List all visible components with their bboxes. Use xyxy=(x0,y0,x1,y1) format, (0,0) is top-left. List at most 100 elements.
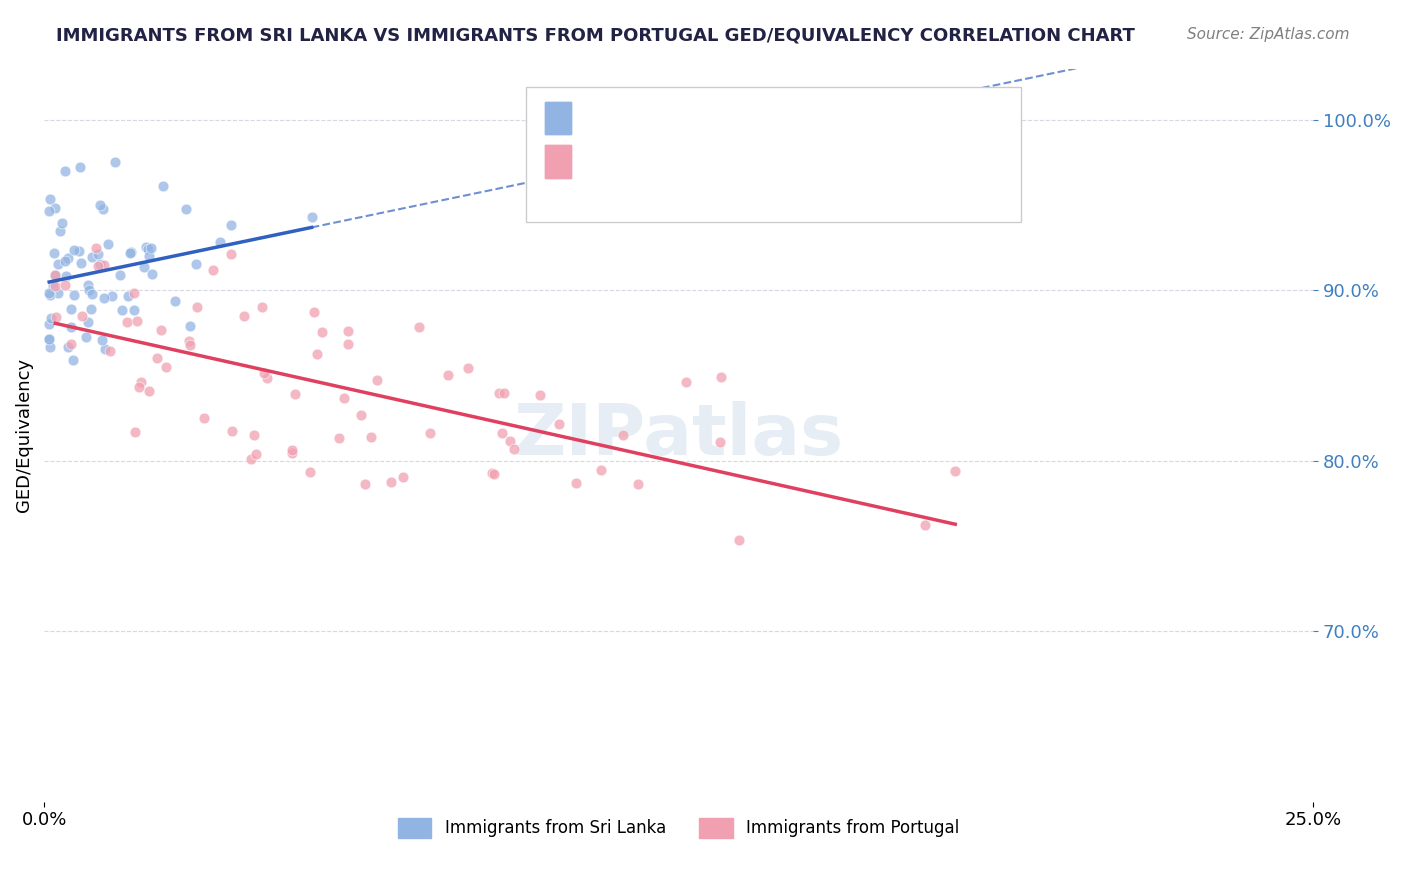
Point xyxy=(149,323,172,337)
FancyBboxPatch shape xyxy=(526,87,1021,222)
Point xyxy=(38,285,60,300)
Point xyxy=(457,360,479,375)
Point xyxy=(42,245,65,260)
Point xyxy=(914,517,936,532)
Point xyxy=(135,240,157,254)
Point xyxy=(101,289,124,303)
Point xyxy=(219,219,242,233)
Point xyxy=(174,202,197,217)
Point xyxy=(84,241,107,255)
Point xyxy=(38,318,60,332)
Point xyxy=(328,431,350,445)
Point xyxy=(122,303,145,318)
Point xyxy=(675,375,697,389)
Point xyxy=(82,287,104,301)
Point xyxy=(304,305,326,319)
Point xyxy=(110,268,132,283)
Point xyxy=(44,268,66,283)
Text: R = -0.263   N = 74: R = -0.263 N = 74 xyxy=(591,153,768,171)
Point xyxy=(408,320,430,334)
Point xyxy=(60,301,83,316)
Point xyxy=(281,443,304,458)
Point xyxy=(91,202,114,217)
Point xyxy=(179,319,201,334)
Point xyxy=(44,279,66,293)
Point xyxy=(281,446,304,460)
Point xyxy=(122,285,145,300)
Text: R =  0.155   N = 67: R = 0.155 N = 67 xyxy=(591,109,766,127)
Point xyxy=(129,376,152,390)
Point xyxy=(77,283,100,297)
Point xyxy=(118,246,141,260)
Point xyxy=(42,278,65,293)
Point xyxy=(53,163,76,178)
Point xyxy=(141,267,163,281)
Point xyxy=(284,387,307,401)
Point xyxy=(70,256,93,270)
Bar xyxy=(546,145,571,178)
Point xyxy=(44,268,66,282)
Point xyxy=(502,442,524,456)
Point xyxy=(117,315,139,329)
Point xyxy=(56,251,79,265)
Point xyxy=(710,370,733,384)
Point xyxy=(93,291,115,305)
Point xyxy=(380,475,402,489)
Point xyxy=(139,241,162,255)
Point xyxy=(366,373,388,387)
Point xyxy=(350,408,373,422)
Point xyxy=(353,477,375,491)
Point xyxy=(76,315,98,329)
Point xyxy=(709,434,731,449)
Bar xyxy=(546,102,571,135)
Point xyxy=(59,320,82,334)
Point xyxy=(492,386,515,401)
Point xyxy=(127,314,149,328)
Point xyxy=(565,476,588,491)
Point xyxy=(138,249,160,263)
Point xyxy=(132,260,155,274)
Point xyxy=(55,269,77,284)
Point xyxy=(337,337,360,351)
Point xyxy=(491,425,513,440)
Point xyxy=(256,370,278,384)
Point xyxy=(55,254,77,268)
Point xyxy=(193,410,215,425)
Point xyxy=(186,256,208,270)
Point xyxy=(53,278,76,293)
Point xyxy=(41,310,63,325)
Point xyxy=(56,340,79,354)
Point xyxy=(243,428,266,442)
Point xyxy=(250,300,273,314)
Point xyxy=(80,250,103,264)
Point xyxy=(186,301,208,315)
Point xyxy=(94,342,117,356)
Point xyxy=(128,380,150,394)
Point xyxy=(221,424,243,438)
Point xyxy=(46,286,69,301)
Legend: Immigrants from Sri Lanka, Immigrants from Portugal: Immigrants from Sri Lanka, Immigrants fr… xyxy=(391,811,966,845)
Point xyxy=(67,244,90,258)
Point xyxy=(117,288,139,302)
Point xyxy=(77,277,100,292)
Point xyxy=(45,310,67,324)
Point xyxy=(59,336,82,351)
Point xyxy=(437,368,460,382)
Point xyxy=(548,417,571,431)
Point xyxy=(232,309,254,323)
Point xyxy=(591,463,613,477)
Point xyxy=(482,467,505,481)
Text: IMMIGRANTS FROM SRI LANKA VS IMMIGRANTS FROM PORTUGAL GED/EQUIVALENCY CORRELATIO: IMMIGRANTS FROM SRI LANKA VS IMMIGRANTS … xyxy=(56,27,1135,45)
Point xyxy=(80,301,103,316)
Point xyxy=(75,330,97,344)
Point xyxy=(69,160,91,174)
Point xyxy=(44,201,66,215)
Bar xyxy=(546,145,571,178)
Point xyxy=(498,434,520,449)
Point xyxy=(239,452,262,467)
Point xyxy=(124,425,146,439)
Point xyxy=(103,155,125,169)
Point xyxy=(38,340,60,354)
Point xyxy=(208,235,231,249)
Point xyxy=(38,192,60,206)
